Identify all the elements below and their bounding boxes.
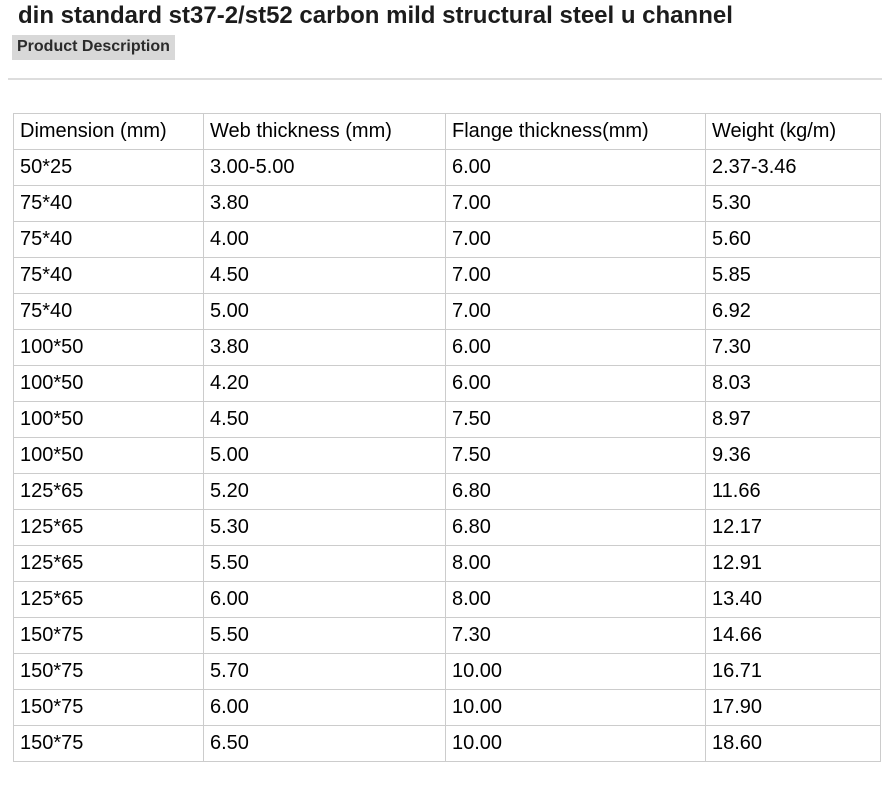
cell-weight: 8.03: [705, 365, 881, 402]
cell-dimension: 75*40: [13, 257, 204, 294]
cell-dimension: 150*75: [13, 617, 204, 654]
cell-web-thickness: 4.20: [203, 365, 446, 402]
cell-weight: 12.91: [705, 545, 881, 582]
cell-flange-thickness: 7.30: [445, 617, 706, 654]
cell-web-thickness: 4.50: [203, 257, 446, 294]
table-row: 75*40 4.50 7.00 5.85: [13, 257, 881, 294]
cell-web-thickness: 5.50: [203, 545, 446, 582]
page-title: din standard st37-2/st52 carbon mild str…: [18, 2, 733, 29]
cell-web-thickness: 3.00-5.00: [203, 149, 446, 186]
cell-weight: 5.30: [705, 185, 881, 222]
cell-dimension: 75*40: [13, 293, 204, 330]
cell-weight: 7.30: [705, 329, 881, 366]
cell-dimension: 100*50: [13, 365, 204, 402]
column-header-weight: Weight (kg/m): [705, 113, 881, 150]
cell-weight: 5.60: [705, 221, 881, 258]
column-header-flange-thickness: Flange thickness(mm): [445, 113, 706, 150]
table-row: 125*65 5.20 6.80 11.66: [13, 473, 881, 510]
cell-web-thickness: 5.00: [203, 293, 446, 330]
table-row: 125*65 5.30 6.80 12.17: [13, 509, 881, 546]
table-row: 100*50 5.00 7.50 9.36: [13, 437, 881, 474]
cell-flange-thickness: 6.80: [445, 509, 706, 546]
table-row: 150*75 6.50 10.00 18.60: [13, 725, 881, 762]
cell-dimension: 125*65: [13, 581, 204, 618]
cell-dimension: 100*50: [13, 329, 204, 366]
cell-dimension: 100*50: [13, 401, 204, 438]
cell-web-thickness: 3.80: [203, 185, 446, 222]
cell-weight: 14.66: [705, 617, 881, 654]
cell-weight: 13.40: [705, 581, 881, 618]
cell-flange-thickness: 6.00: [445, 365, 706, 402]
table-row: 150*75 5.70 10.00 16.71: [13, 653, 881, 690]
cell-weight: 18.60: [705, 725, 881, 762]
cell-flange-thickness: 7.50: [445, 401, 706, 438]
table-row: 100*50 4.20 6.00 8.03: [13, 365, 881, 402]
cell-web-thickness: 5.30: [203, 509, 446, 546]
cell-web-thickness: 5.20: [203, 473, 446, 510]
cell-web-thickness: 3.80: [203, 329, 446, 366]
cell-flange-thickness: 6.00: [445, 149, 706, 186]
table-row: 75*40 4.00 7.00 5.60: [13, 221, 881, 258]
cell-dimension: 100*50: [13, 437, 204, 474]
cell-flange-thickness: 7.00: [445, 257, 706, 294]
cell-web-thickness: 5.70: [203, 653, 446, 690]
cell-flange-thickness: 7.00: [445, 185, 706, 222]
cell-flange-thickness: 7.00: [445, 221, 706, 258]
cell-web-thickness: 5.50: [203, 617, 446, 654]
table-row: 75*40 5.00 7.00 6.92: [13, 293, 881, 330]
table-row: 100*50 4.50 7.50 8.97: [13, 401, 881, 438]
cell-weight: 8.97: [705, 401, 881, 438]
cell-weight: 2.37-3.46: [705, 149, 881, 186]
cell-web-thickness: 6.50: [203, 725, 446, 762]
cell-flange-thickness: 6.80: [445, 473, 706, 510]
spec-table-body: 50*25 3.00-5.00 6.00 2.37-3.46 75*40 3.8…: [13, 149, 881, 762]
spec-table: Dimension (mm) Web thickness (mm) Flange…: [13, 113, 881, 762]
cell-flange-thickness: 8.00: [445, 545, 706, 582]
header-row: Dimension (mm) Web thickness (mm) Flange…: [13, 113, 881, 150]
cell-dimension: 125*65: [13, 473, 204, 510]
section-label: Product Description: [12, 35, 175, 60]
column-header-web-thickness: Web thickness (mm): [203, 113, 446, 150]
cell-dimension: 125*65: [13, 545, 204, 582]
table-row: 150*75 5.50 7.30 14.66: [13, 617, 881, 654]
cell-weight: 16.71: [705, 653, 881, 690]
cell-dimension: 75*40: [13, 185, 204, 222]
table-row: 100*50 3.80 6.00 7.30: [13, 329, 881, 366]
cell-web-thickness: 4.50: [203, 401, 446, 438]
cell-web-thickness: 5.00: [203, 437, 446, 474]
cell-web-thickness: 6.00: [203, 689, 446, 726]
table-row: 150*75 6.00 10.00 17.90: [13, 689, 881, 726]
cell-flange-thickness: 8.00: [445, 581, 706, 618]
cell-flange-thickness: 6.00: [445, 329, 706, 366]
cell-flange-thickness: 7.00: [445, 293, 706, 330]
table-row: 125*65 6.00 8.00 13.40: [13, 581, 881, 618]
cell-weight: 9.36: [705, 437, 881, 474]
table-row: 75*40 3.80 7.00 5.30: [13, 185, 881, 222]
cell-weight: 5.85: [705, 257, 881, 294]
cell-web-thickness: 4.00: [203, 221, 446, 258]
cell-weight: 12.17: [705, 509, 881, 546]
cell-dimension: 75*40: [13, 221, 204, 258]
cell-flange-thickness: 10.00: [445, 689, 706, 726]
cell-dimension: 50*25: [13, 149, 204, 186]
cell-dimension: 125*65: [13, 509, 204, 546]
table-row: 125*65 5.50 8.00 12.91: [13, 545, 881, 582]
cell-flange-thickness: 7.50: [445, 437, 706, 474]
spec-table-header: Dimension (mm) Web thickness (mm) Flange…: [13, 113, 881, 150]
cell-weight: 11.66: [705, 473, 881, 510]
cell-dimension: 150*75: [13, 689, 204, 726]
cell-weight: 6.92: [705, 293, 881, 330]
column-header-dimension: Dimension (mm): [13, 113, 204, 150]
section-divider: [8, 78, 882, 80]
cell-web-thickness: 6.00: [203, 581, 446, 618]
cell-dimension: 150*75: [13, 653, 204, 690]
cell-weight: 17.90: [705, 689, 881, 726]
cell-flange-thickness: 10.00: [445, 725, 706, 762]
table-row: 50*25 3.00-5.00 6.00 2.37-3.46: [13, 149, 881, 186]
cell-flange-thickness: 10.00: [445, 653, 706, 690]
cell-dimension: 150*75: [13, 725, 204, 762]
